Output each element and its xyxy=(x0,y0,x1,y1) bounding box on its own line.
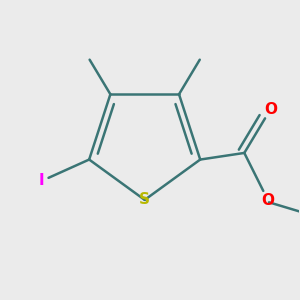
Text: O: O xyxy=(262,193,275,208)
Text: I: I xyxy=(39,173,44,188)
Text: S: S xyxy=(139,192,150,207)
Text: O: O xyxy=(264,102,277,117)
